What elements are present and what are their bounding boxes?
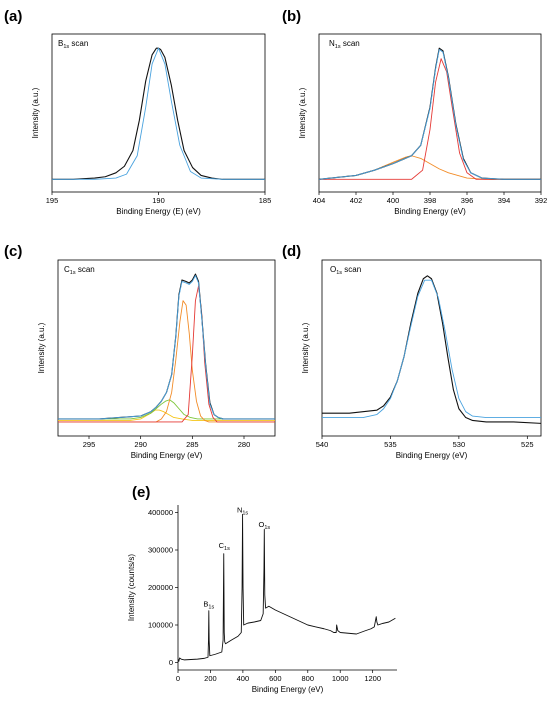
x-tick-label: 400: [237, 674, 250, 683]
scan-title: C1s scan: [64, 265, 95, 276]
series-line-comp4: [58, 409, 275, 421]
x-tick-label: 525: [521, 440, 534, 449]
y-tick-label: 0: [169, 658, 173, 667]
plot-frame: [318, 33, 542, 193]
panel-e-survey-spectrum: 0 200 400 600 800 1000 1200 0 100000 200000 300000…: [127, 505, 397, 694]
x-tick-label: 600: [269, 674, 282, 683]
x-tick-label: 290: [134, 440, 147, 449]
x-tick-label: 396: [461, 196, 474, 205]
series-line-data: [58, 273, 275, 420]
peak-label: O1s: [258, 520, 270, 531]
x-tick-label: 398: [424, 196, 437, 205]
series-line-comp3: [58, 399, 275, 420]
series-line-fit: [58, 275, 275, 420]
x-tick-label: 530: [453, 440, 466, 449]
x-tick-label: 195: [46, 196, 59, 205]
plot-frame: [51, 33, 266, 193]
scan-title: B1s scan: [58, 39, 88, 50]
series-line-data: [322, 275, 541, 424]
x-tick-label: 404: [313, 196, 326, 205]
x-tick-label: 285: [186, 440, 199, 449]
x-tick-label: 400: [387, 196, 400, 205]
y-axis-title: Intensity (a.u.): [301, 322, 310, 373]
scan-title: O1s scan: [330, 265, 361, 276]
x-tick-label: 200: [204, 674, 217, 683]
y-tick-label: 200000: [148, 583, 173, 592]
peak-label: N1s: [237, 506, 248, 517]
panel-label-d: (d): [282, 243, 301, 260]
series-line-fit: [52, 47, 265, 180]
x-axis-title: Binding Energy (eV): [396, 451, 468, 460]
y-tick-label: 400000: [148, 508, 173, 517]
series-line-data: [52, 47, 265, 180]
scan-title: N1s scan: [329, 39, 360, 50]
x-tick-label: 280: [238, 440, 251, 449]
plot-frame: [57, 259, 276, 437]
x-tick-label: 185: [259, 196, 272, 205]
series-line-fit: [319, 49, 541, 180]
panel-label-e: (e): [132, 484, 150, 501]
panel-c-c1s-scan: 295 290 285 280 Binding Energy (eV) Intensity…: [37, 259, 276, 460]
x-tick-label: 295: [83, 440, 96, 449]
x-tick-label: 0: [176, 674, 180, 683]
series-line-comp1: [319, 58, 541, 180]
x-tick-label: 1000: [332, 674, 349, 683]
series-line-comp1: [58, 285, 275, 423]
x-tick-label: 402: [350, 196, 363, 205]
x-axis-title: Binding Energy (E) (eV): [116, 207, 201, 216]
x-axis-title: Binding Energy (eV): [252, 685, 324, 694]
y-axis-title: Intensity (counts/s): [127, 554, 136, 621]
series-line-comp2: [58, 300, 275, 423]
x-tick-label: 190: [152, 196, 165, 205]
x-axis-title: Binding Energy (eV): [394, 207, 466, 216]
y-axis-title: Intensity (a.u.): [298, 87, 307, 138]
y-axis-title: Intensity (a.u.): [37, 322, 46, 373]
x-axis-title: Binding Energy (eV): [131, 451, 203, 460]
x-tick-label: 535: [384, 440, 397, 449]
panel-b-n1s-scan: 404 402 400 398 396 394 392 Binding Energy (eV)…: [298, 33, 548, 216]
x-tick-label: 540: [316, 440, 329, 449]
y-tick-label: 100000: [148, 621, 173, 630]
x-tick-label: 1200: [364, 674, 381, 683]
plot-frame: [321, 259, 542, 437]
series-line-fit: [322, 279, 541, 418]
series-line-data: [319, 47, 541, 180]
panel-label-c: (c): [4, 243, 22, 260]
x-tick-label: 394: [498, 196, 511, 205]
panel-a-b1s-scan: 195 190 185 Binding Energy (E) (eV) Intensit…: [31, 33, 272, 216]
series-line-data: [178, 513, 396, 662]
y-axis-title: Intensity (a.u.): [31, 87, 40, 138]
panel-label-a: (a): [4, 8, 22, 25]
panel-label-b: (b): [282, 8, 301, 25]
peak-label: C1s: [219, 541, 230, 552]
x-tick-label: 392: [535, 196, 548, 205]
y-tick-label: 300000: [148, 546, 173, 555]
panel-d-o1s-scan: 540 535 530 525 Binding Energy (eV) Intensity…: [301, 259, 542, 460]
peak-label: B1s: [203, 599, 214, 610]
x-tick-label: 800: [302, 674, 315, 683]
